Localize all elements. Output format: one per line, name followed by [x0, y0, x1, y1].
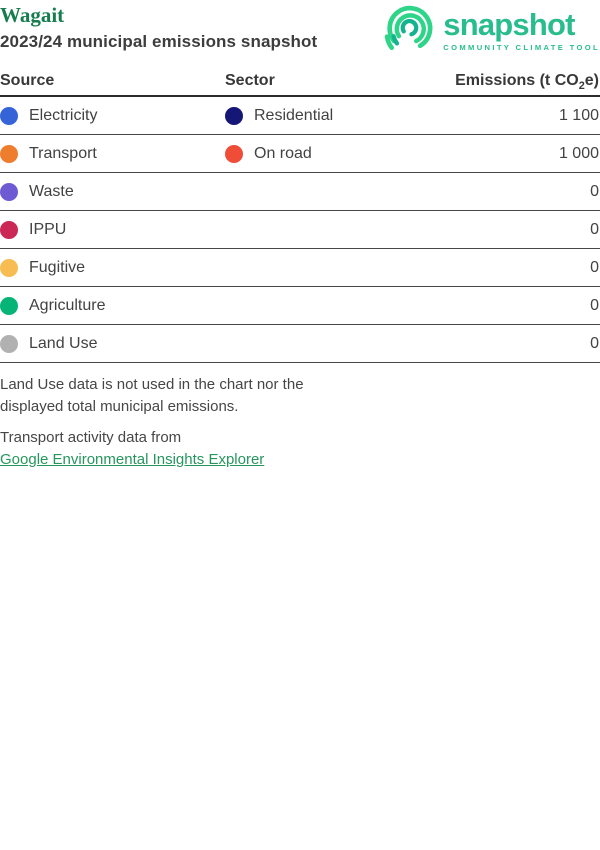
source-color-dot — [0, 258, 18, 277]
sector-label: On road — [254, 144, 312, 162]
sector-label: Residential — [254, 106, 334, 124]
snapshot-logo-icon — [385, 5, 433, 51]
source-color-dot — [0, 106, 18, 125]
transport-note: Transport activity data from Google Envi… — [0, 427, 335, 471]
footnotes: Land Use data is not used in the chart n… — [0, 374, 600, 471]
column-header-emissions: Emissions (t CO2e) — [430, 72, 600, 93]
source-label: Electricity — [29, 106, 98, 124]
sector-color-dot — [225, 106, 243, 125]
municipality-name: Wagait — [0, 3, 65, 27]
sector-cell: Residential — [225, 106, 430, 125]
emissions-value: 0 — [590, 182, 599, 200]
source-color-dot — [0, 182, 18, 201]
snapshot-tagline: COMMUNITY CLIMATE TOOL — [443, 43, 600, 52]
source-label: IPPU — [29, 220, 67, 238]
table-row: IPPU 0 — [0, 211, 600, 249]
emissions-header-post: e) — [584, 72, 599, 89]
emissions-table-body: Electricity Residential 1 100 Transport … — [0, 97, 600, 363]
sector-color-dot — [225, 144, 243, 163]
source-cell: Fugitive — [0, 258, 225, 277]
report-subtitle: 2023/24 municipal emissions snapshot — [0, 32, 318, 51]
insights-explorer-link[interactable]: Google Environmental Insights Explorer — [0, 451, 265, 468]
source-label: Fugitive — [29, 258, 86, 276]
emissions-value: 0 — [590, 258, 599, 276]
source-color-dot — [0, 334, 18, 353]
source-label: Agriculture — [29, 296, 106, 314]
snapshot-logo-text: snapshot COMMUNITY CLIMATE TOOL — [443, 7, 600, 52]
table-row: Electricity Residential 1 100 — [0, 97, 600, 135]
land-use-note: Land Use data is not used in the chart n… — [0, 376, 304, 415]
table-row: Land Use 0 — [0, 325, 600, 363]
source-cell: Transport — [0, 144, 225, 163]
emissions-value: 0 — [590, 334, 599, 352]
column-header-sector: Sector — [225, 72, 275, 89]
table-row: Fugitive 0 — [0, 249, 600, 287]
emissions-value: 0 — [590, 296, 599, 314]
source-color-dot — [0, 144, 18, 163]
emissions-table: Source Sector Emissions (t CO2e) Electri… — [0, 67, 600, 363]
source-color-dot — [0, 220, 18, 239]
emissions-table-header: Source Sector Emissions (t CO2e) — [0, 67, 600, 97]
snapshot-wordmark: snapshot — [443, 7, 575, 42]
column-header-source: Source — [0, 72, 55, 89]
source-label: Waste — [29, 182, 74, 200]
emissions-value: 1 000 — [558, 144, 599, 162]
source-color-dot — [0, 296, 18, 315]
source-label: Land Use — [29, 334, 98, 352]
transport-note-text: Transport activity data from — [0, 429, 182, 446]
snapshot-logo: snapshot COMMUNITY CLIMATE TOOL — [384, 2, 600, 54]
report-titles: Wagait 2023/24 municipal emissions snaps… — [0, 2, 317, 52]
table-row: Agriculture 0 — [0, 287, 600, 325]
table-row: Waste 0 — [0, 173, 600, 211]
report-header: Wagait 2023/24 municipal emissions snaps… — [0, 0, 600, 54]
source-label: Transport — [29, 144, 97, 162]
source-cell: Land Use — [0, 334, 225, 353]
source-cell: Electricity — [0, 106, 225, 125]
source-cell: Agriculture — [0, 296, 225, 315]
emissions-value: 1 100 — [558, 106, 599, 124]
emissions-header-pre: Emissions (t CO — [455, 72, 579, 89]
source-cell: IPPU — [0, 220, 225, 239]
emissions-value: 0 — [590, 220, 599, 238]
sector-cell: On road — [225, 144, 430, 163]
table-row: Transport On road 1 000 — [0, 135, 600, 173]
emissions-header-sub: 2 — [578, 80, 585, 93]
source-cell: Waste — [0, 182, 225, 201]
